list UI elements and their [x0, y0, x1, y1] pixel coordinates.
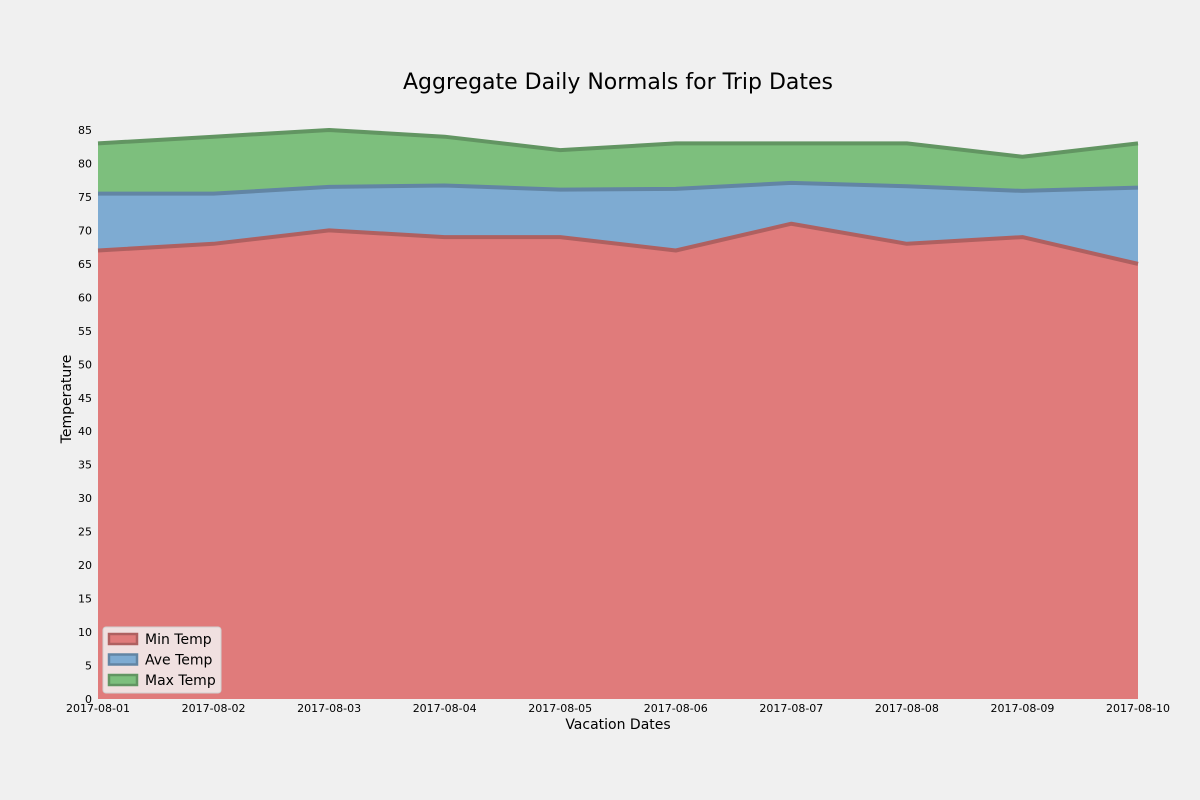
y-tick-label: 80 — [78, 157, 92, 170]
y-tick-label: 15 — [78, 593, 92, 606]
ave-temp-legend-label: Ave Temp — [145, 653, 213, 669]
max-temp-area — [98, 130, 1138, 194]
x-tick-label: 2017-08-06 — [644, 702, 708, 715]
max-temp-line — [97, 128, 1139, 159]
chart-title: Aggregate Daily Normals for Trip Dates — [403, 70, 833, 95]
x-tick-label: 2017-08-09 — [990, 702, 1054, 715]
x-tick-label: 2017-08-02 — [182, 702, 246, 715]
min-temp-legend-swatch — [107, 632, 139, 646]
x-tick-label: 2017-08-04 — [413, 702, 477, 715]
y-tick-label: 55 — [78, 325, 92, 338]
x-axis-label: Vacation Dates — [565, 717, 670, 733]
x-tick-label: 2017-08-01 — [66, 702, 130, 715]
x-tick-label: 2017-08-08 — [875, 702, 939, 715]
ticks-layer: 0 5 10 15 20 25 30 35 40 45 50 55 60 65 70 75 80 85 2017-0… — [66, 124, 1170, 715]
y-tick-label: 65 — [78, 258, 92, 271]
ave-temp-legend-swatch — [107, 653, 139, 666]
y-tick-label: 85 — [78, 124, 92, 137]
max-temp-legend-swatch — [107, 673, 139, 687]
y-tick-label: 20 — [78, 559, 92, 572]
y-tick-label: 75 — [78, 191, 92, 204]
x-tick-label: 2017-08-03 — [297, 702, 361, 715]
ave-temp-line — [98, 180, 1139, 196]
y-tick-label: 5 — [85, 660, 92, 673]
legend: Min Temp Ave Temp Max Temp — [102, 626, 222, 694]
y-tick-label: 50 — [78, 358, 92, 371]
areas-layer — [97, 128, 1139, 699]
max-temp-legend-label: Max Temp — [145, 673, 216, 689]
min-temp-area — [98, 223, 1138, 699]
y-tick-label: 30 — [78, 492, 92, 505]
y-tick-label: 35 — [78, 459, 92, 472]
x-tick-label: 2017-08-05 — [528, 702, 592, 715]
y-tick-label: 25 — [78, 526, 92, 539]
y-axis-label: Temperature — [59, 355, 75, 445]
x-tick-label: 2017-08-07 — [759, 702, 823, 715]
y-tick-label: 40 — [78, 425, 92, 438]
y-tick-label: 10 — [78, 626, 92, 639]
y-tick-label: 45 — [78, 392, 92, 405]
y-tick-label: 0 — [85, 693, 92, 706]
min-temp-line — [97, 221, 1139, 266]
ave-temp-area — [98, 182, 1138, 264]
x-tick-label: 2017-08-10 — [1106, 702, 1170, 715]
y-tick-label: 70 — [78, 224, 92, 237]
min-temp-legend-label: Min Temp — [145, 632, 212, 648]
y-tick-label: 60 — [78, 291, 92, 304]
